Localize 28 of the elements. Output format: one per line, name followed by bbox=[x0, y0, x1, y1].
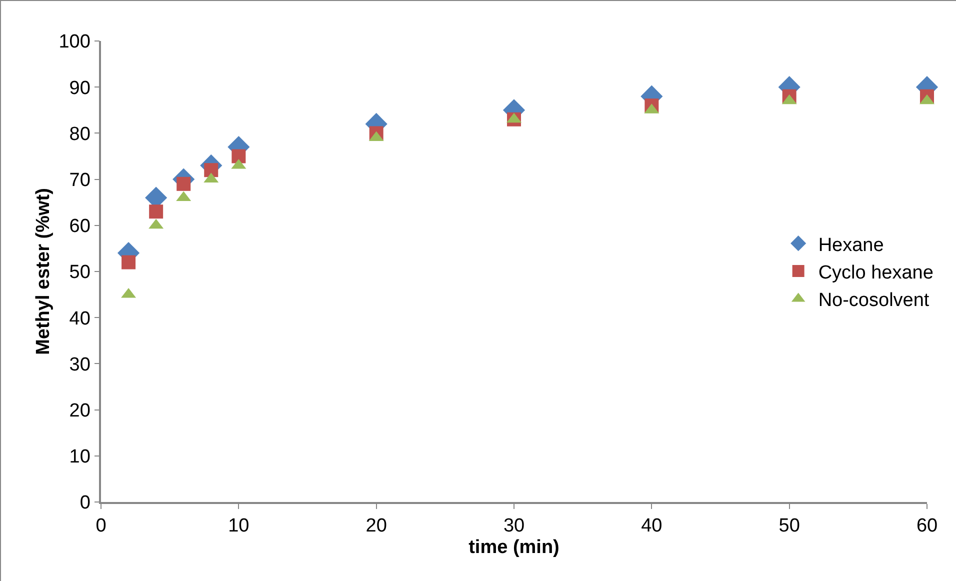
x-tick-label: 60 bbox=[916, 516, 938, 537]
y-tick-label: 80 bbox=[69, 124, 90, 145]
point bbox=[122, 255, 136, 270]
y-tick-label: 90 bbox=[69, 78, 90, 99]
point bbox=[204, 163, 218, 178]
x-tick-label: 20 bbox=[366, 516, 387, 537]
y-tick-label: 60 bbox=[69, 216, 90, 238]
y-tick-label: 20 bbox=[69, 400, 90, 422]
y-tick-label: 30 bbox=[69, 354, 90, 376]
x-tick-label: 0 bbox=[96, 516, 106, 537]
y-axis-title: Methyl ester (%wt) bbox=[33, 188, 54, 355]
legend-label: No-cosolvent bbox=[818, 290, 930, 312]
legend-label: Hexane bbox=[818, 234, 884, 256]
x-tick-label: 50 bbox=[778, 516, 800, 537]
y-tick-label: 10 bbox=[69, 446, 90, 468]
x-tick-label: 30 bbox=[503, 516, 525, 537]
point bbox=[232, 149, 246, 164]
legend-label: Cyclo hexane bbox=[818, 262, 934, 284]
y-tick-label: 0 bbox=[80, 492, 90, 514]
y-tick-label: 100 bbox=[58, 32, 90, 53]
x-axis-title: time (min) bbox=[468, 536, 560, 558]
point bbox=[149, 204, 164, 219]
x-tick-label: 40 bbox=[641, 516, 662, 537]
y-tick-label: 50 bbox=[69, 262, 90, 284]
point bbox=[176, 176, 191, 191]
x-tick-label: 10 bbox=[228, 516, 250, 537]
y-tick-label: 40 bbox=[69, 308, 90, 330]
y-tick-label: 70 bbox=[69, 170, 90, 191]
